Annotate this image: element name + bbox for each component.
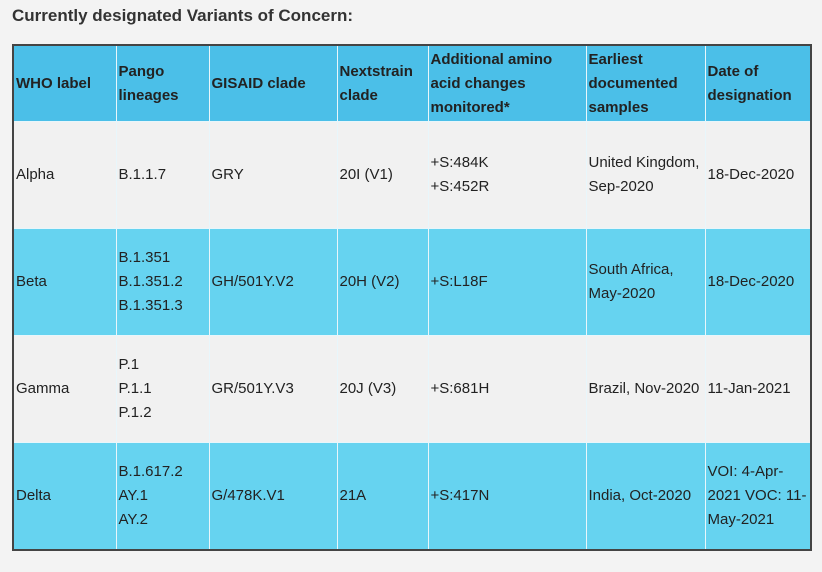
table-cell: South Africa, May-2020: [585, 228, 706, 336]
table-row: Alpha B.1.1.7 GRY 20I (V1) +S:484K +S:452R Uni…: [12, 121, 812, 229]
cell-line: B.1.351: [118, 249, 171, 266]
table-cell: +S:484K +S:452R: [427, 121, 587, 229]
table-cell: 20H (V2): [336, 228, 429, 336]
header-cell: WHO label: [12, 44, 117, 122]
cell-line: P.1: [118, 356, 140, 373]
cell-line: B.1.351.2: [118, 273, 183, 290]
table-cell: 20I (V1): [336, 121, 429, 229]
cell-line: P.1.2: [118, 404, 152, 421]
table-row: Delta B.1.617.2 AY.1 AY.2 G/478K.V1 21A +S:417…: [12, 442, 812, 551]
table-cell: 11-Jan-2021: [704, 335, 812, 443]
table-cell: 18-Dec-2020: [704, 121, 812, 229]
table-cell: Beta: [12, 228, 117, 336]
table-cell: 18-Dec-2020: [704, 228, 812, 336]
cell-line: B.1.351.3: [118, 297, 183, 314]
table-row: Beta B.1.351 B.1.351.2 B.1.351.3 GH/501Y.V2 2…: [12, 228, 812, 336]
cell-line: B.1.1.7: [118, 166, 167, 183]
table-cell: United Kingdom, Sep-2020: [585, 121, 706, 229]
cell-line: +S:417N: [430, 487, 490, 504]
cell-line: AY.1: [118, 487, 148, 504]
table-cell: Delta: [12, 442, 117, 551]
title: Currently designated Variants of Concern…: [12, 6, 354, 25]
table-cell: Brazil, Nov-2020: [585, 335, 706, 443]
cell-line: +S:681H: [430, 380, 490, 397]
table-cell: VOI: 4-Apr-2021 VOC: 11-May-2021: [704, 442, 812, 551]
table-cell: Alpha: [12, 121, 117, 229]
table-cell: B.1.351 B.1.351.2 B.1.351.3: [115, 228, 210, 336]
cell-line: B.1.617.2: [118, 463, 183, 480]
table-cell: GR/501Y.V3: [208, 335, 338, 443]
table-cell: GH/501Y.V2: [208, 228, 338, 336]
cell-line: +S:452R: [430, 178, 490, 195]
table-cell: B.1.1.7: [115, 121, 210, 229]
header-cell: Nextstrain clade: [336, 44, 429, 122]
table-cell: GRY: [208, 121, 338, 229]
cell-line: P.1.1: [118, 380, 152, 397]
header-cell: Earliest documented samples: [585, 44, 706, 122]
table-cell: G/478K.V1: [208, 442, 338, 551]
table-body: Alpha B.1.1.7 GRY 20I (V1) +S:484K +S:452R Uni…: [12, 121, 812, 551]
variants-table: WHO label Pango lineages GISAID clade Nexts…: [12, 44, 812, 551]
table-cell: B.1.617.2 AY.1 AY.2: [115, 442, 210, 551]
table-cell: Gamma: [12, 335, 117, 443]
table-cell: +S:L18F: [427, 228, 587, 336]
table-cell: +S:681H: [427, 335, 587, 443]
header-cell: Pango lineages: [115, 44, 210, 122]
header-cell: GISAID clade: [208, 44, 338, 122]
table-row: Gamma P.1 P.1.1 P.1.2 GR/501Y.V3 20J (V3) +S:6…: [12, 335, 812, 443]
header-cell: Date of designation: [704, 44, 812, 122]
table-cell: India, Oct-2020: [585, 442, 706, 551]
cell-line: AY.2: [118, 511, 148, 528]
cell-line: +S:L18F: [430, 273, 488, 290]
table-cell: +S:417N: [427, 442, 587, 551]
table-cell: P.1 P.1.1 P.1.2: [115, 335, 210, 443]
cell-line: +S:484K: [430, 154, 489, 171]
header-row: WHO label Pango lineages GISAID clade Nexts…: [12, 44, 812, 122]
table-cell: 20J (V3): [336, 335, 429, 443]
header-cell: Additional amino acid changes monitored*: [427, 44, 587, 122]
table-cell: 21A: [336, 442, 429, 551]
